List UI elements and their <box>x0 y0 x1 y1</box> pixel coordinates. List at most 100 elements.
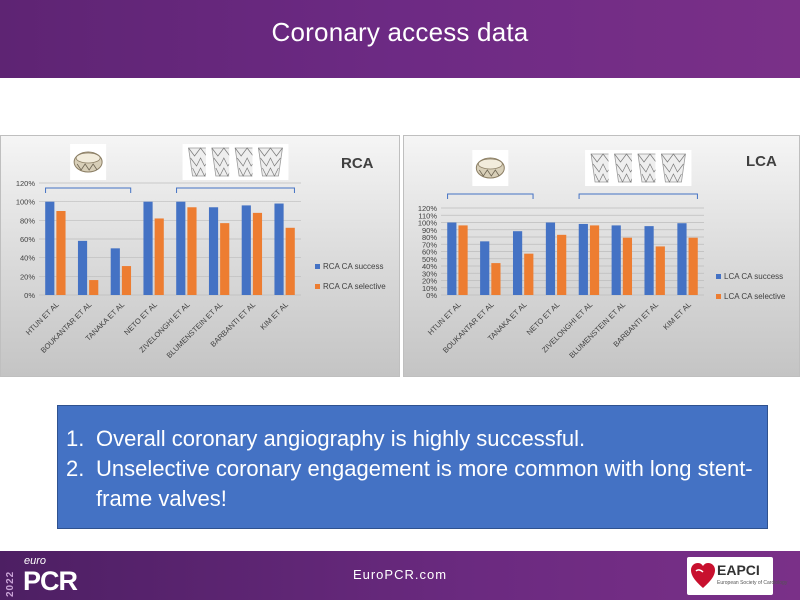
long-frame-valve-icon <box>252 144 289 180</box>
bar-selective <box>56 211 66 295</box>
bar-selective <box>655 246 665 295</box>
bar-success <box>480 241 490 295</box>
bar-success <box>110 248 120 295</box>
rca-chart-panel: 0% 20% 40% 60% 80% 100% 120% HTUN ET AL BOUKANTA… <box>0 135 400 377</box>
y-tick-label: 20% <box>422 277 437 286</box>
bar-success <box>45 201 55 295</box>
y-tick-label: 90% <box>422 226 437 235</box>
x-tick-label: KIM ET AL <box>661 300 693 332</box>
short-frame-valve-icon <box>70 144 107 180</box>
conclusion-text: Unselective coronary engagement is more … <box>96 456 753 511</box>
bar-selective <box>220 223 230 295</box>
y-tick-label: 40% <box>20 254 35 263</box>
y-tick-label: 30% <box>422 269 437 278</box>
bar-selective <box>89 280 99 295</box>
valve-frame <box>257 147 283 177</box>
logo-euro: euro <box>24 555 47 567</box>
bar-selective <box>252 212 263 295</box>
conclusion-number: 2. <box>66 456 85 481</box>
valve-group-bracket <box>176 187 295 193</box>
y-tick-label: 80% <box>422 233 437 242</box>
bar-success <box>208 207 219 295</box>
legend-label: RCA CA success <box>323 262 383 271</box>
conclusion-item: 1. Overall coronary angiography is highl… <box>66 424 757 454</box>
bar-success <box>447 222 457 295</box>
y-tick-label: 40% <box>422 262 437 271</box>
legend-swatch <box>315 284 320 289</box>
conclusion-list: 1. Overall coronary angiography is highl… <box>66 424 757 514</box>
valve-frame <box>660 153 686 183</box>
valve-mesh <box>76 163 98 171</box>
valve-group-bracket <box>578 193 698 199</box>
eapci-name: EAPCI <box>717 562 760 578</box>
legend-label: RCA CA selective <box>323 282 386 291</box>
long-frame-valve-icon <box>655 150 692 186</box>
bar-success <box>677 223 687 295</box>
slide-title: Coronary access data <box>271 16 529 47</box>
legend-label: LCA CA selective <box>724 292 786 301</box>
bar-success <box>578 223 588 295</box>
eapci-subtitle: European Society of Cardiology <box>717 580 788 586</box>
valve-top <box>477 158 503 170</box>
y-tick-label: 50% <box>422 255 437 264</box>
y-tick-label: 70% <box>422 240 437 249</box>
lca-chart: 0%10%20%30%40%50%60%70%80%90%100%110%120… <box>418 150 786 360</box>
valve-group-bracket <box>447 193 534 199</box>
x-tick-label: BLUMENSTEIN ET AL <box>165 300 225 360</box>
bar-selective <box>458 225 468 295</box>
bar-selective <box>557 234 567 295</box>
bar-success <box>143 201 153 295</box>
valve-top <box>75 152 101 164</box>
bar-success <box>611 225 621 295</box>
y-tick-label: 0% <box>426 291 437 300</box>
conclusion-item: 2. Unselective coronary engagement is mo… <box>66 454 757 514</box>
bar-selective <box>524 253 534 295</box>
conclusion-number: 1. <box>66 426 85 451</box>
x-tick-label: KIM ET AL <box>258 300 290 332</box>
heart-icon <box>691 563 715 588</box>
lca-chart-panel: 0% 10% 20% 30% 40% 50% 60% 70% 80% 90% 100% 110% 120… <box>403 135 800 377</box>
legend-swatch <box>716 274 721 279</box>
x-tick-label: BLUMENSTEIN ET AL <box>567 300 627 360</box>
bar-success <box>512 231 523 295</box>
y-tick-label: 0% <box>24 291 35 300</box>
legend-label: LCA CA success <box>724 272 783 281</box>
conclusion-box: 1. Overall coronary angiography is highl… <box>57 405 768 529</box>
legend-swatch <box>716 294 721 299</box>
bar-success <box>545 222 556 295</box>
y-tick-label: 120% <box>418 204 438 213</box>
bar-selective <box>688 237 698 295</box>
bar-selective <box>154 218 164 295</box>
bar-success <box>176 201 186 295</box>
chart-title: RCA <box>341 155 374 172</box>
y-tick-label: 100% <box>418 219 438 228</box>
y-tick-label: 20% <box>20 272 35 281</box>
slide-footer: 2022 euro PCR EuroPCR.com EAPCI European… <box>0 551 800 600</box>
valve-struts <box>661 153 686 183</box>
footer-url[interactable]: EuroPCR.com <box>352 567 448 582</box>
legend-swatch <box>315 264 320 269</box>
y-tick-label: 60% <box>422 248 437 257</box>
bar-selective <box>589 225 600 295</box>
bar-success <box>77 240 88 295</box>
bar-selective <box>187 207 197 295</box>
bar-selective <box>285 227 295 295</box>
y-tick-label: 80% <box>20 216 35 225</box>
bar-success <box>241 205 251 295</box>
y-tick-label: 10% <box>422 284 437 293</box>
rca-chart: 0%20%40%60%80%100%120%HTUN ET ALBOUKANTA… <box>16 144 386 360</box>
y-tick-label: 120% <box>16 179 36 188</box>
conclusion-text: Overall coronary angiography is highly s… <box>96 426 586 451</box>
bar-selective <box>121 266 132 295</box>
chart-title: LCA <box>746 153 777 170</box>
europcr-logo: PCR <box>23 566 78 596</box>
y-tick-label: 100% <box>16 198 36 207</box>
y-tick-label: 60% <box>20 235 35 244</box>
bar-success <box>274 203 284 295</box>
valve-mesh <box>478 169 500 177</box>
slide-header: Coronary access data <box>0 0 800 78</box>
bar-selective <box>622 237 633 295</box>
valve-group-bracket <box>45 187 132 193</box>
bar-selective <box>491 263 501 295</box>
short-frame-valve-icon <box>472 150 509 186</box>
